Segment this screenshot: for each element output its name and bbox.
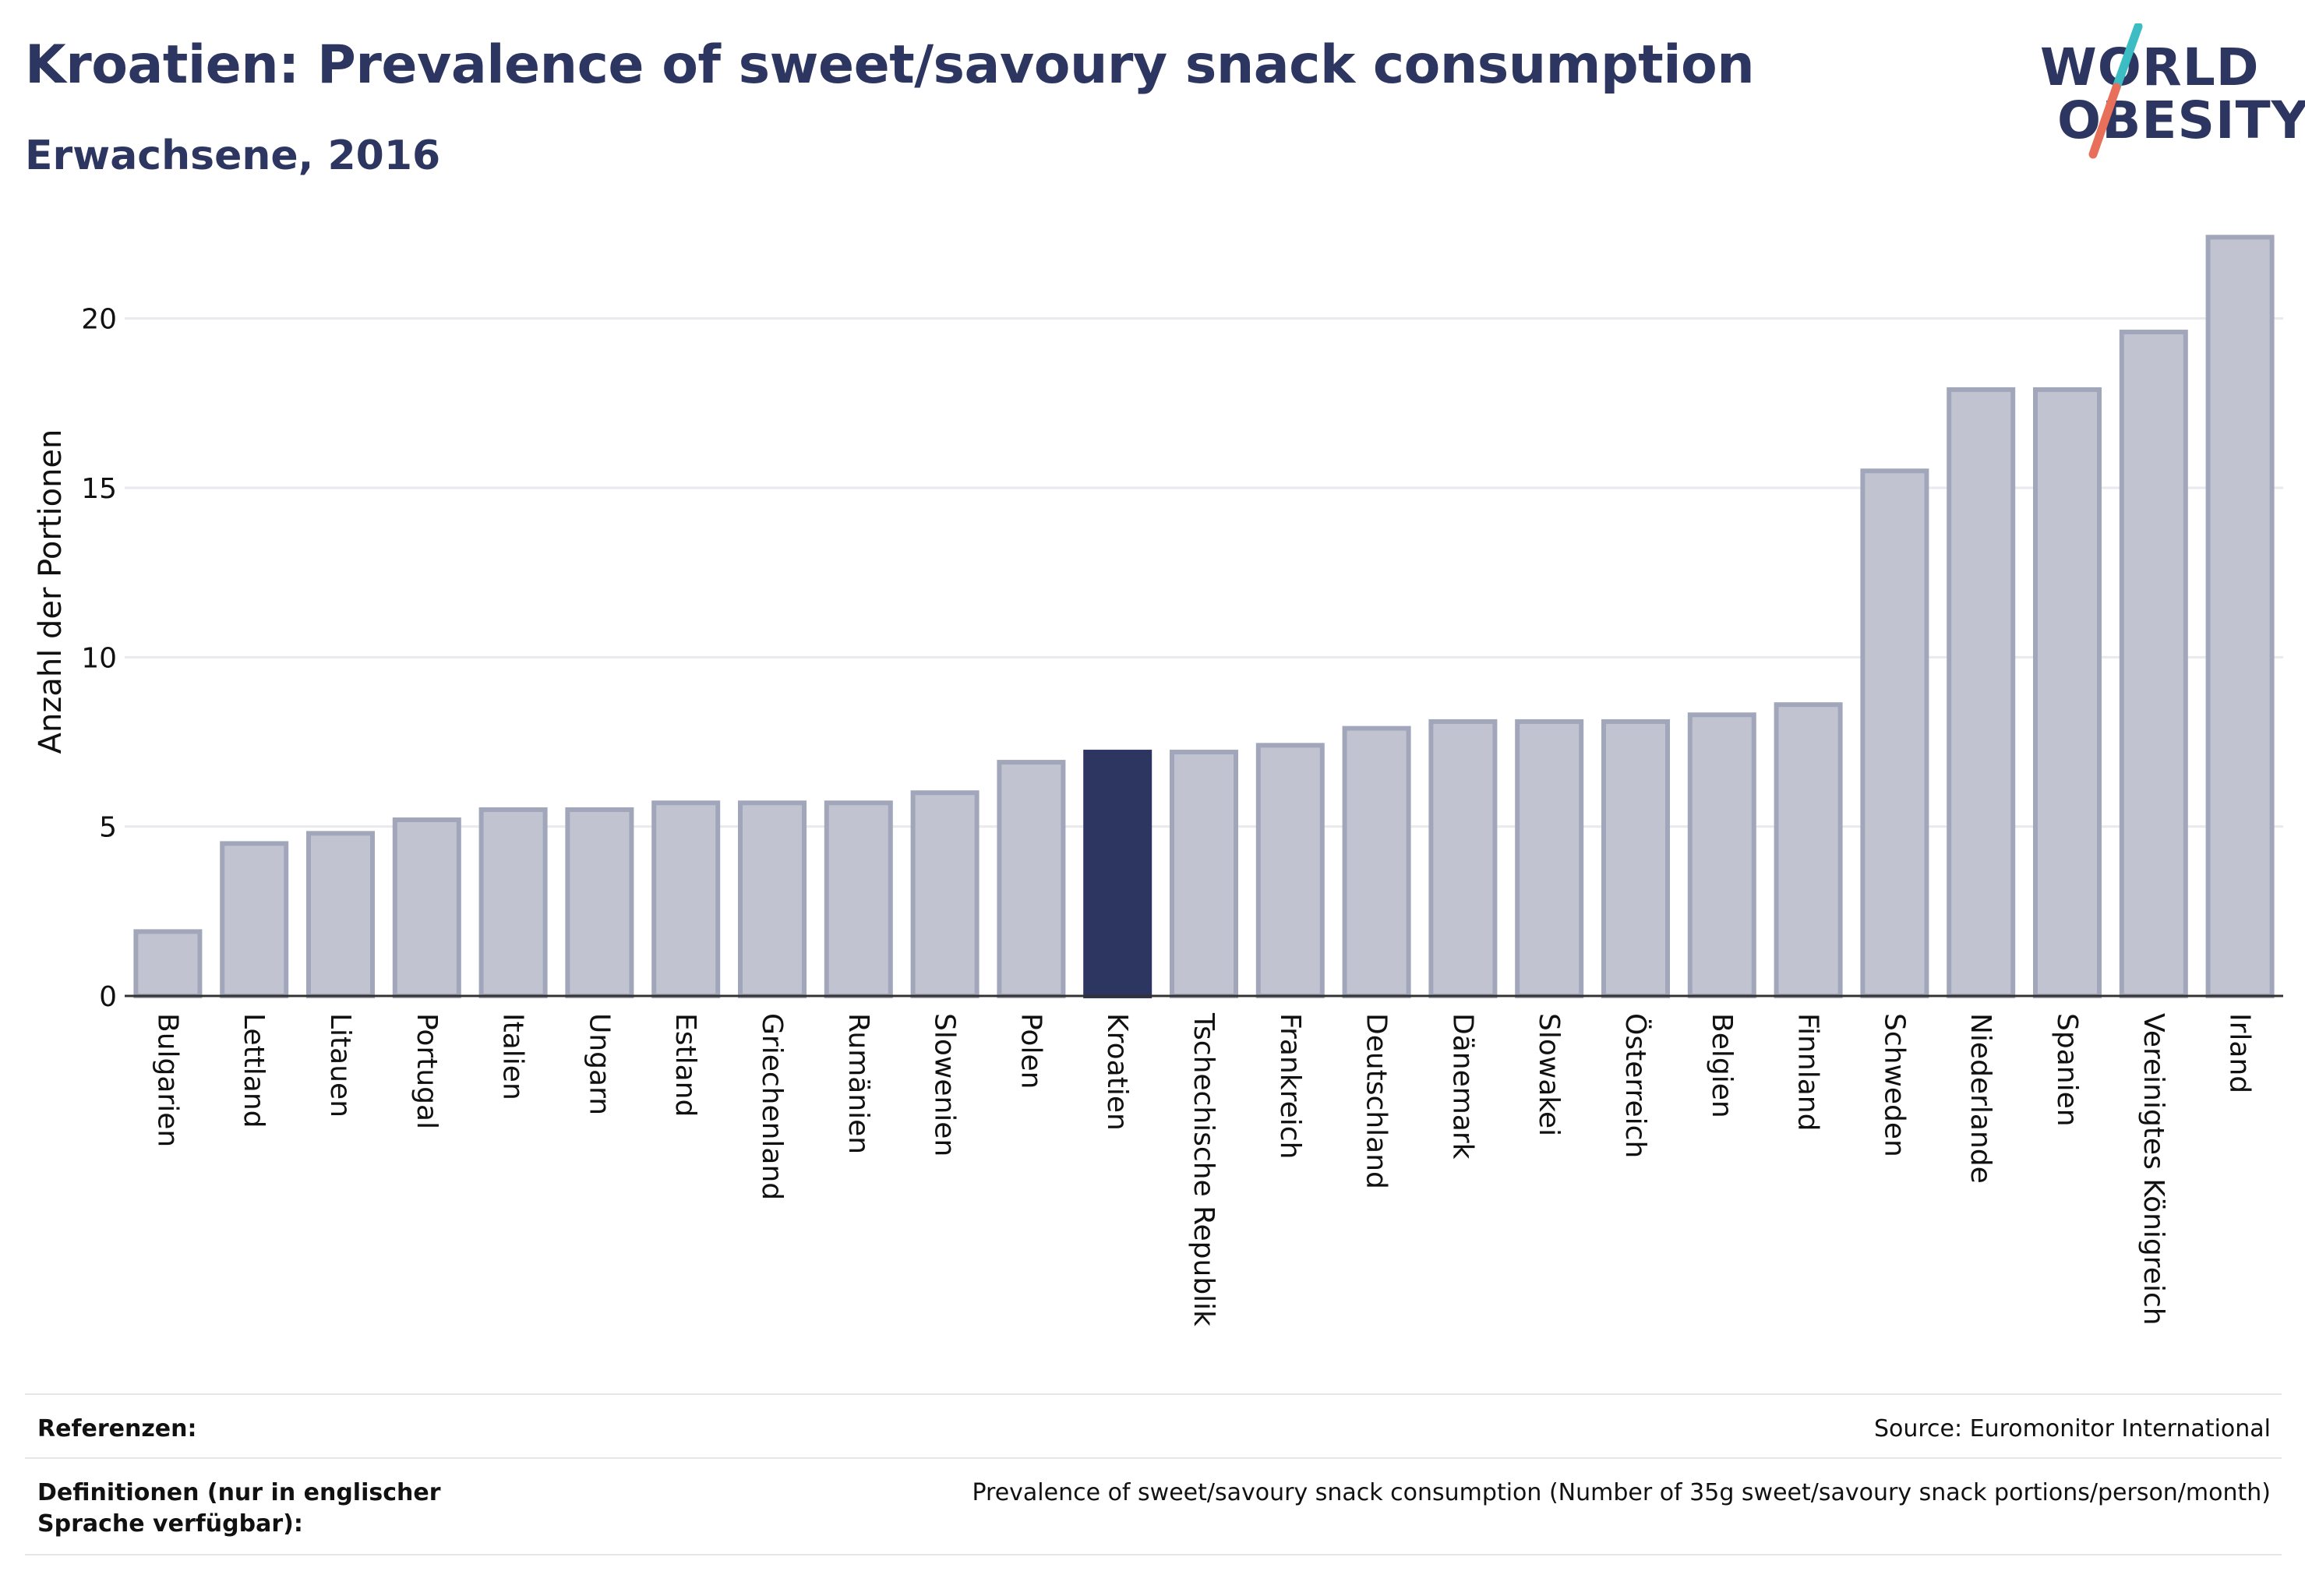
bar-estland [651,800,721,998]
bar-finnland [1774,702,1843,998]
bar-polen [997,760,1066,999]
x-category-label: Spanien [2051,1013,2083,1127]
x-category-label: Österreich [1619,1013,1652,1158]
bar-frankreich [1255,743,1325,998]
x-category-label: Slowenien [929,1013,961,1156]
y-tick-label: 20 [81,304,117,336]
x-category-label: Vereinigtes Königreich [2137,1013,2169,1326]
chart-title: Kroatien: Prevalence of sweet/savoury sn… [25,34,1755,96]
references-label: Referenzen: [37,1415,197,1442]
bar-slowakei [1515,719,1584,998]
x-category-label: Rumänien [842,1013,874,1154]
bar-österreich [1601,719,1670,998]
x-category-label: Lettland [238,1013,270,1128]
bar-dänemark [1428,719,1498,998]
x-category-labels: Bulgarien Lettland Litauen Portugal Italien U… [151,1012,2255,1326]
x-category-label: Dänemark [1446,1013,1478,1160]
footer-divider-bottom [25,1554,2282,1555]
bar-spanien [2033,387,2102,998]
bar-bulgarien [133,929,203,998]
world-obesity-logo: WORLD OBESITY [2026,23,2305,164]
x-category-label: Portugal [411,1013,443,1129]
x-category-label: Niederlande [1964,1013,1996,1184]
y-tick-label: 0 [99,981,117,1013]
references-value: Source: Euromonitor International [1873,1415,2271,1442]
x-category-label: Polen [1015,1013,1047,1089]
x-category-label: Irland [2224,1013,2256,1093]
footer-divider-top [25,1393,2282,1395]
bar-slowenien [910,790,980,998]
bar-chart: 0 5 10 15 20 Bulgarien Lettland Litauen Portuga… [33,235,2283,1326]
bar-rumänien [824,800,893,998]
bar-ungarn [565,807,634,999]
bar-litauen [306,831,375,998]
bar-portugal [392,817,461,999]
y-tick-label: 15 [81,473,117,505]
bar-schweden [1860,468,1929,998]
x-category-label: Slowakei [1533,1013,1565,1136]
x-category-label: Italien [497,1013,529,1100]
x-category-label: Belgien [1706,1013,1738,1118]
footer-divider-middle [25,1457,2282,1459]
bar-kroatien [1083,750,1152,998]
x-category-label: Ungarn [583,1013,615,1115]
bars [133,235,2275,999]
logo-word-top: WORLD [2040,37,2260,97]
x-category-label: Deutschland [1361,1013,1393,1189]
x-category-label: Tschechische Republik [1188,1012,1220,1326]
y-axis-title: Anzahl der Portionen [33,429,69,754]
bar-belgien [1687,712,1756,999]
x-category-label: Kroatien [1101,1013,1133,1131]
bar-deutschland [1342,726,1411,998]
definitions-value: Prevalence of sweet/savoury snack consum… [972,1479,2271,1506]
y-tick-label: 5 [99,812,117,844]
x-category-label: Frankreich [1274,1013,1306,1159]
bar-tschechische-republik [1170,750,1238,998]
x-category-label: Finnland [1792,1013,1824,1131]
x-category-label: Litauen [324,1013,356,1118]
x-category-label: Bulgarien [151,1013,183,1147]
bar-griechenland [738,800,807,998]
bar-irland [2205,235,2275,998]
bar-niederlande [1947,387,2016,998]
bar-italien [478,807,548,999]
bar-lettland [220,841,289,999]
x-category-label: Schweden [1878,1013,1910,1157]
logo-slash-icon [2088,23,2143,159]
x-category-label: Griechenland [756,1013,788,1200]
y-tick-label: 10 [81,642,117,674]
bar-vereinigtes-königreich [2119,330,2188,998]
y-tick-labels: 0 5 10 15 20 [81,304,117,1013]
chart-subtitle: Erwachsene, 2016 [25,132,441,179]
x-category-label: Estland [669,1013,701,1117]
definitions-label: Definitionen (nur in englischer Sprache … [37,1479,441,1538]
